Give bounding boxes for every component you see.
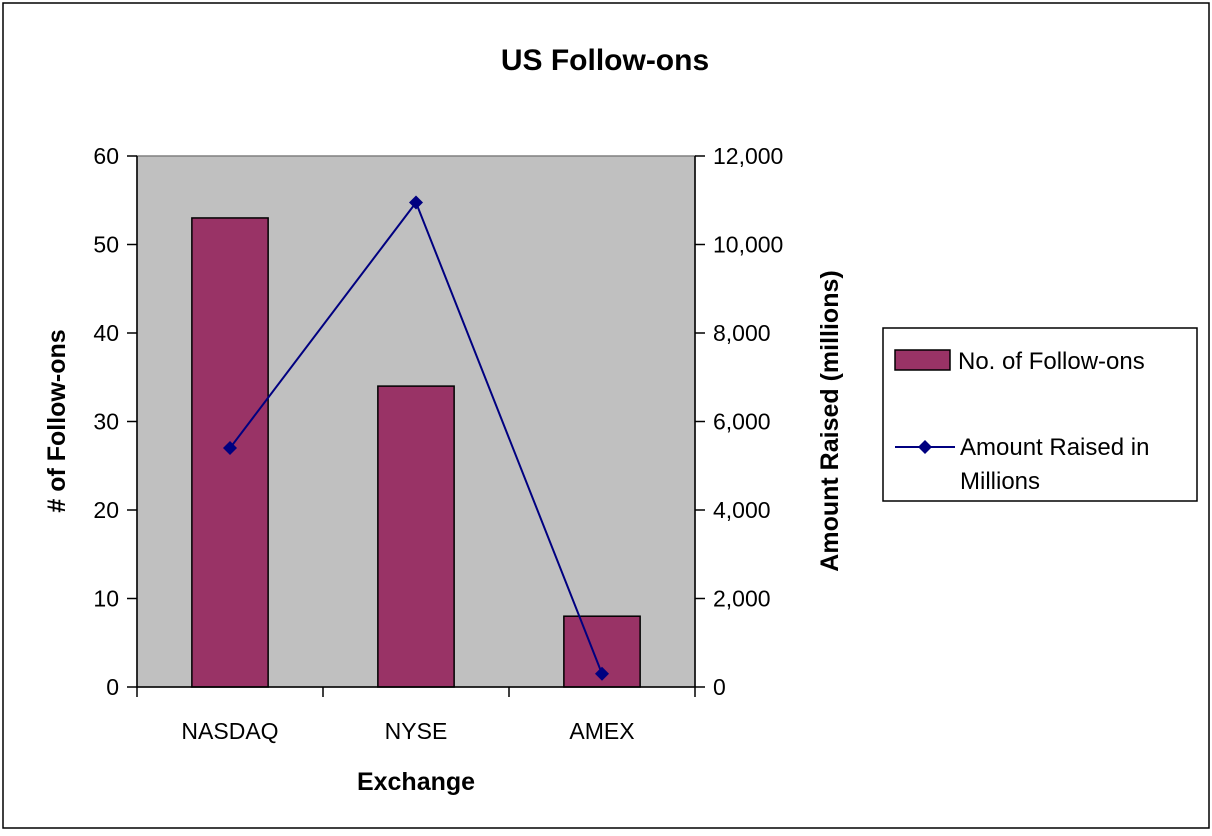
axes-layer: 0 10 20 30 40 50 60 0 2,000 4,000 6,000 8,000 10,000… — [93, 143, 783, 744]
legend: No. of Follow-ons Amount Raised in Milli… — [882, 327, 1198, 502]
right-tick-label: 12,000 — [713, 143, 783, 169]
left-tick-label: 60 — [93, 143, 119, 169]
left-tick-label: 10 — [93, 586, 119, 612]
legend-bar-swatch — [894, 349, 951, 371]
bar-nyse — [377, 385, 455, 688]
left-tick-label: 0 — [106, 674, 119, 700]
amount-point-nasdaq — [223, 441, 237, 456]
left-tick-label: 40 — [93, 320, 119, 346]
x-tick-label: NYSE — [385, 718, 448, 744]
right-tick-label: 10,000 — [713, 232, 783, 258]
right-tick-label: 8,000 — [713, 320, 771, 346]
legend-label-line-1: Amount Raised in — [960, 434, 1149, 461]
line-layer — [223, 195, 609, 681]
right-tick-label: 4,000 — [713, 497, 771, 523]
y-axis-title: # of Follow-ons — [43, 329, 71, 512]
x-tick-label: AMEX — [569, 718, 634, 744]
amount-point-nyse — [409, 195, 423, 210]
legend-label-line: Amount Raised in Millions — [960, 434, 1156, 495]
amount-point-amex — [595, 666, 609, 681]
right-tick-label: 6,000 — [713, 409, 771, 435]
legend-label-line-2: Millions — [960, 468, 1040, 495]
right-tick-label: 0 — [713, 674, 726, 700]
left-tick-label: 20 — [93, 497, 119, 523]
left-tick-label: 50 — [93, 232, 119, 258]
x-tick-label: NASDAQ — [181, 718, 278, 744]
right-tick-label: 2,000 — [713, 586, 771, 612]
legend-label-bars: No. of Follow-ons — [958, 348, 1145, 375]
legend-diamond-marker — [918, 440, 932, 454]
left-tick-label: 30 — [93, 409, 119, 435]
chart-title: US Follow-ons — [501, 44, 709, 77]
x-axis-title: Exchange — [357, 768, 475, 796]
y2-axis-title: Amount Raised (millions) — [816, 270, 844, 571]
